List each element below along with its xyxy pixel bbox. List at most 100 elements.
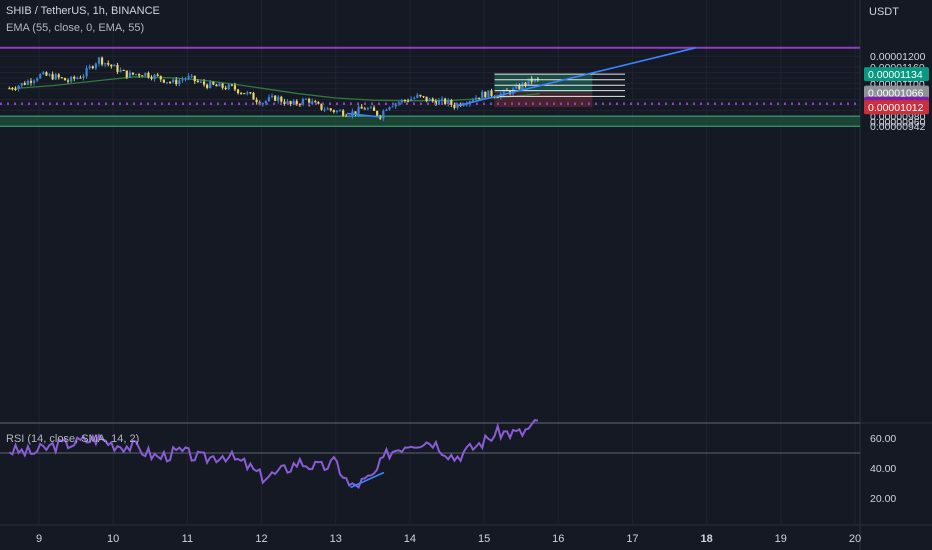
candle-body	[233, 85, 237, 90]
rsi-tick-label: 20.00	[870, 493, 896, 505]
rsi-line	[8, 419, 539, 489]
candle-body	[308, 98, 311, 104]
candle-body	[119, 69, 122, 72]
candle-body	[8, 88, 11, 90]
candle-body	[335, 110, 339, 112]
candle-body	[48, 74, 51, 76]
candle-body	[444, 98, 447, 105]
candle-body	[397, 102, 400, 104]
candle-body	[366, 108, 369, 110]
candle-body	[153, 74, 156, 80]
rsi-tick-label: 40.00	[870, 463, 896, 475]
candle-body	[246, 92, 249, 94]
candle-body	[360, 106, 363, 109]
candles-layer	[8, 56, 539, 122]
long-position-stop-zone	[494, 92, 593, 108]
candle-body	[141, 75, 144, 77]
candle-body	[45, 72, 48, 76]
candle-body	[122, 69, 125, 71]
support-zone	[0, 116, 860, 127]
candle-body	[221, 83, 224, 88]
candle-body	[403, 99, 407, 101]
candle-body	[39, 74, 42, 79]
candle-body	[116, 64, 119, 72]
candle-body	[29, 80, 33, 83]
rsi-legend[interactable]: RSI (14, close, SMA, 14, 2)	[6, 433, 140, 445]
candle-body	[400, 99, 403, 103]
candle-body	[406, 100, 410, 102]
rsi-tick-label: 60.00	[870, 433, 896, 445]
candle-body	[131, 72, 135, 75]
candle-body	[314, 101, 317, 103]
candle-body	[144, 72, 147, 76]
candle-body	[518, 85, 521, 90]
candle-body	[382, 110, 385, 119]
candle-body	[456, 103, 459, 108]
price-unit-label[interactable]: USDT	[869, 6, 899, 18]
candle-body	[23, 83, 26, 85]
candle-body	[218, 83, 221, 87]
rsi-pane: 60.00 40.00 20.00	[0, 419, 896, 505]
candle-body	[512, 88, 515, 94]
candle-body	[26, 80, 29, 85]
candle-body	[280, 96, 283, 102]
candle-body	[110, 64, 113, 67]
candle-body	[419, 94, 422, 97]
candle-body	[521, 82, 524, 90]
time-tick-label: 20	[849, 533, 861, 545]
candle-body	[125, 70, 128, 78]
candle-body	[82, 76, 85, 78]
candle-body	[471, 99, 475, 102]
candle-body	[354, 111, 357, 114]
time-tick-label: 18	[700, 533, 712, 545]
candle-body	[224, 87, 227, 90]
candle-body	[249, 92, 252, 94]
candle-body	[57, 74, 60, 78]
candle-body	[329, 108, 332, 111]
trend-line-1	[346, 112, 381, 118]
candle-body	[391, 106, 394, 108]
time-tick-label: 10	[107, 533, 119, 545]
candle-body	[332, 110, 335, 112]
candle-body	[175, 79, 178, 85]
candle-body	[283, 101, 286, 104]
time-tick-label: 12	[255, 533, 267, 545]
time-tick-label: 19	[775, 533, 787, 545]
candle-body	[215, 84, 218, 87]
candle-body	[264, 100, 267, 104]
candle-body	[304, 98, 308, 100]
candle-body	[17, 85, 20, 90]
ema-legend[interactable]: EMA (55, close, 0, EMA, 55)	[6, 22, 145, 34]
candle-body	[410, 98, 413, 102]
candle-body	[437, 100, 441, 105]
candle-body	[326, 108, 329, 110]
candle-body	[277, 96, 280, 101]
candle-body	[243, 93, 246, 95]
candle-body	[11, 88, 14, 90]
candle-body	[76, 77, 79, 79]
candle-body	[298, 104, 301, 106]
time-tick-label: 17	[626, 533, 638, 545]
candle-body	[372, 107, 376, 111]
candle-body	[150, 77, 153, 80]
candle-body	[113, 64, 116, 67]
symbol-legend[interactable]: SHIB / TetherUS, 1h, BINANCE	[6, 5, 160, 17]
candle-body	[199, 81, 203, 83]
candle-body	[88, 66, 91, 69]
price-tag-label: 0.00001066	[868, 88, 924, 100]
candle-body	[462, 104, 465, 106]
candle-body	[128, 72, 131, 78]
candle-body	[376, 110, 379, 116]
candle-body	[159, 75, 162, 80]
candle-body	[524, 82, 527, 85]
price-tag-label: 0.00001134	[868, 69, 923, 81]
candle-body	[261, 103, 264, 105]
candle-body	[14, 89, 17, 91]
time-tick-label: 16	[552, 533, 564, 545]
candle-body	[431, 98, 434, 102]
candle-body	[422, 96, 425, 98]
candle-body	[193, 75, 196, 82]
candle-body	[481, 91, 484, 99]
